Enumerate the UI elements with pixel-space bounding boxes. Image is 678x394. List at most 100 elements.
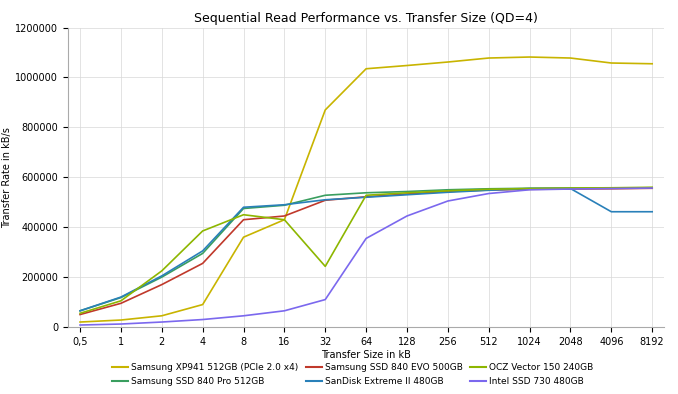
OCZ Vector 150 240GB <box>525 186 534 191</box>
Samsung SSD 840 EVO 500GB <box>444 189 452 194</box>
Intel SSD 730 480GB <box>280 309 288 313</box>
Line: SanDisk Extreme II 480GB: SanDisk Extreme II 480GB <box>80 188 652 311</box>
Samsung SSD 840 Pro 512GB <box>362 190 370 195</box>
Samsung SSD 840 EVO 500GB <box>648 186 656 191</box>
Intel SSD 730 480GB <box>76 323 84 327</box>
SanDisk Extreme II 480GB <box>280 203 288 207</box>
Samsung SSD 840 Pro 512GB <box>485 186 493 191</box>
Line: Samsung XP941 512GB (PCIe 2.0 x4): Samsung XP941 512GB (PCIe 2.0 x4) <box>80 57 652 322</box>
Samsung XP941 512GB (PCIe 2.0 x4) <box>362 66 370 71</box>
Samsung SSD 840 Pro 512GB <box>117 295 125 300</box>
Samsung XP941 512GB (PCIe 2.0 x4) <box>321 108 330 112</box>
Samsung SSD 840 Pro 512GB <box>76 309 84 313</box>
SanDisk Extreme II 480GB <box>199 249 207 253</box>
Line: Samsung SSD 840 Pro 512GB: Samsung SSD 840 Pro 512GB <box>80 188 652 311</box>
Samsung SSD 840 EVO 500GB <box>158 282 166 287</box>
Intel SSD 730 480GB <box>607 186 616 191</box>
OCZ Vector 150 240GB <box>280 217 288 222</box>
Intel SSD 730 480GB <box>158 320 166 324</box>
Samsung SSD 840 EVO 500GB <box>607 186 616 191</box>
Samsung SSD 840 EVO 500GB <box>525 187 534 191</box>
Samsung XP941 512GB (PCIe 2.0 x4) <box>280 217 288 222</box>
OCZ Vector 150 240GB <box>648 185 656 190</box>
Samsung SSD 840 Pro 512GB <box>607 186 616 190</box>
Intel SSD 730 480GB <box>117 322 125 326</box>
Samsung XP941 512GB (PCIe 2.0 x4) <box>117 318 125 322</box>
Samsung SSD 840 Pro 512GB <box>199 251 207 256</box>
Intel SSD 730 480GB <box>444 199 452 203</box>
Samsung SSD 840 EVO 500GB <box>239 217 247 222</box>
OCZ Vector 150 240GB <box>362 193 370 198</box>
SanDisk Extreme II 480GB <box>403 192 411 197</box>
Samsung SSD 840 Pro 512GB <box>239 206 247 211</box>
Samsung SSD 840 Pro 512GB <box>566 186 574 190</box>
OCZ Vector 150 240GB <box>158 269 166 273</box>
OCZ Vector 150 240GB <box>76 311 84 316</box>
OCZ Vector 150 240GB <box>444 188 452 193</box>
OCZ Vector 150 240GB <box>485 187 493 191</box>
Samsung XP941 512GB (PCIe 2.0 x4) <box>199 302 207 307</box>
Intel SSD 730 480GB <box>485 191 493 196</box>
Intel SSD 730 480GB <box>566 187 574 191</box>
Legend: Samsung XP941 512GB (PCIe 2.0 x4), Samsung SSD 840 Pro 512GB, Samsung SSD 840 EV: Samsung XP941 512GB (PCIe 2.0 x4), Samsu… <box>108 360 597 390</box>
Samsung SSD 840 Pro 512GB <box>321 193 330 198</box>
X-axis label: Transfer Size in kB: Transfer Size in kB <box>321 349 411 359</box>
Samsung SSD 840 EVO 500GB <box>403 191 411 196</box>
Samsung XP941 512GB (PCIe 2.0 x4) <box>444 59 452 64</box>
OCZ Vector 150 240GB <box>566 186 574 190</box>
OCZ Vector 150 240GB <box>117 299 125 303</box>
Intel SSD 730 480GB <box>321 297 330 302</box>
SanDisk Extreme II 480GB <box>566 186 574 191</box>
OCZ Vector 150 240GB <box>239 212 247 217</box>
Samsung SSD 840 EVO 500GB <box>362 194 370 199</box>
SanDisk Extreme II 480GB <box>444 190 452 195</box>
Line: Samsung SSD 840 EVO 500GB: Samsung SSD 840 EVO 500GB <box>80 188 652 314</box>
Samsung SSD 840 EVO 500GB <box>566 187 574 191</box>
Intel SSD 730 480GB <box>239 314 247 318</box>
Samsung SSD 840 Pro 512GB <box>525 186 534 191</box>
SanDisk Extreme II 480GB <box>76 309 84 313</box>
Samsung SSD 840 Pro 512GB <box>158 275 166 279</box>
SanDisk Extreme II 480GB <box>117 295 125 299</box>
SanDisk Extreme II 480GB <box>525 186 534 191</box>
Intel SSD 730 480GB <box>525 188 534 192</box>
OCZ Vector 150 240GB <box>199 229 207 233</box>
Samsung XP941 512GB (PCIe 2.0 x4) <box>76 320 84 324</box>
SanDisk Extreme II 480GB <box>648 209 656 214</box>
Samsung SSD 840 EVO 500GB <box>280 214 288 218</box>
Line: Intel SSD 730 480GB: Intel SSD 730 480GB <box>80 188 652 325</box>
Samsung SSD 840 Pro 512GB <box>444 188 452 192</box>
Samsung SSD 840 EVO 500GB <box>199 261 207 266</box>
Line: OCZ Vector 150 240GB: OCZ Vector 150 240GB <box>80 187 652 313</box>
Intel SSD 730 480GB <box>403 214 411 218</box>
Samsung XP941 512GB (PCIe 2.0 x4) <box>607 61 616 65</box>
OCZ Vector 150 240GB <box>607 186 616 190</box>
Samsung XP941 512GB (PCIe 2.0 x4) <box>525 55 534 59</box>
SanDisk Extreme II 480GB <box>362 195 370 200</box>
OCZ Vector 150 240GB <box>403 190 411 195</box>
Samsung SSD 840 EVO 500GB <box>485 188 493 192</box>
Samsung SSD 840 Pro 512GB <box>648 186 656 190</box>
Samsung SSD 840 Pro 512GB <box>280 203 288 208</box>
Samsung SSD 840 EVO 500GB <box>117 301 125 306</box>
Samsung XP941 512GB (PCIe 2.0 x4) <box>648 61 656 66</box>
Samsung XP941 512GB (PCIe 2.0 x4) <box>485 56 493 60</box>
Samsung SSD 840 EVO 500GB <box>321 198 330 203</box>
SanDisk Extreme II 480GB <box>158 273 166 278</box>
Y-axis label: Transfer Rate in kB/s: Transfer Rate in kB/s <box>2 127 12 228</box>
Title: Sequential Read Performance vs. Transfer Size (QD=4): Sequential Read Performance vs. Transfer… <box>194 12 538 25</box>
Samsung XP941 512GB (PCIe 2.0 x4) <box>158 314 166 318</box>
Intel SSD 730 480GB <box>362 236 370 241</box>
Samsung XP941 512GB (PCIe 2.0 x4) <box>239 235 247 240</box>
Intel SSD 730 480GB <box>199 317 207 322</box>
OCZ Vector 150 240GB <box>321 264 330 269</box>
Samsung SSD 840 EVO 500GB <box>76 312 84 317</box>
Samsung XP941 512GB (PCIe 2.0 x4) <box>566 56 574 60</box>
Samsung XP941 512GB (PCIe 2.0 x4) <box>403 63 411 68</box>
SanDisk Extreme II 480GB <box>607 209 616 214</box>
Intel SSD 730 480GB <box>648 186 656 190</box>
Samsung SSD 840 Pro 512GB <box>403 189 411 194</box>
SanDisk Extreme II 480GB <box>485 188 493 193</box>
SanDisk Extreme II 480GB <box>321 197 330 202</box>
SanDisk Extreme II 480GB <box>239 205 247 210</box>
